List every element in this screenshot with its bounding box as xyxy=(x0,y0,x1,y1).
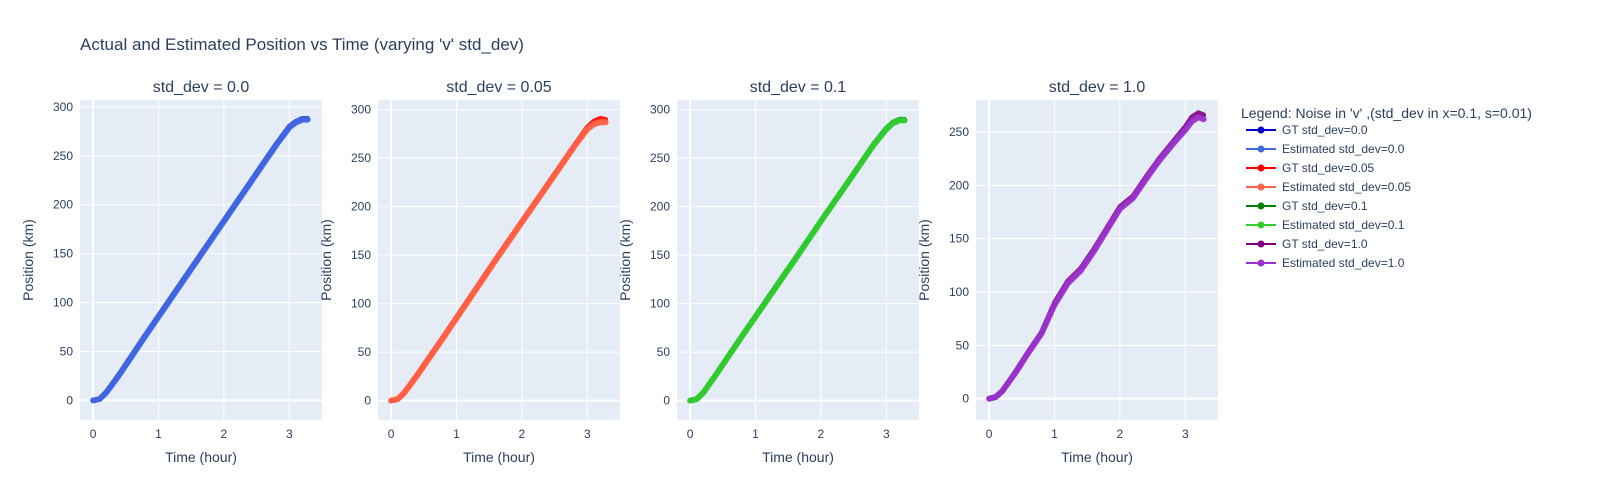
x-axis-label: Time (hour) xyxy=(165,449,237,465)
y-tick-label: 0 xyxy=(962,392,969,406)
legend-label: Estimated std_dev=0.1 xyxy=(1282,218,1405,232)
x-tick-label: 1 xyxy=(752,427,759,441)
y-tick-label: 0 xyxy=(66,393,73,407)
legend-label: GT std_dev=0.05 xyxy=(1282,161,1375,175)
legend-swatch-marker xyxy=(1257,240,1265,248)
x-axis-label: Time (hour) xyxy=(463,449,535,465)
x-tick-label: 2 xyxy=(221,427,228,441)
y-axis-label: Position (km) xyxy=(916,219,932,301)
y-tick-label: 100 xyxy=(949,285,969,299)
x-tick-label: 3 xyxy=(883,427,890,441)
y-tick-label: 250 xyxy=(53,149,73,163)
legend-item[interactable]: Estimated std_dev=1.0 xyxy=(1246,256,1405,270)
y-tick-label: 300 xyxy=(650,103,670,117)
x-tick-label: 1 xyxy=(1051,427,1058,441)
y-tick-label: 250 xyxy=(351,151,371,165)
y-tick-label: 50 xyxy=(657,345,671,359)
y-tick-label: 100 xyxy=(351,297,371,311)
x-tick-label: 1 xyxy=(155,427,162,441)
x-tick-label: 1 xyxy=(453,427,460,441)
x-tick-label: 3 xyxy=(1182,427,1189,441)
legend-swatch-marker xyxy=(1257,183,1265,191)
y-tick-label: 200 xyxy=(949,178,969,192)
subplot-2: 0 50 100 150 200 250 300 0 1 2 3 std_dev = 0.05 Time… xyxy=(318,79,620,465)
legend-swatch-marker xyxy=(1257,145,1265,153)
x-axis-label: Time (hour) xyxy=(762,449,834,465)
legend-label: GT std_dev=1.0 xyxy=(1282,237,1368,251)
y-tick-label: 300 xyxy=(53,100,73,114)
subplot-4: 0 50 100 150 200 250 0 1 2 3 std_dev = 1.0 Time (ho… xyxy=(916,79,1218,465)
y-tick-label: 200 xyxy=(351,200,371,214)
legend-item[interactable]: GT std_dev=1.0 xyxy=(1246,237,1368,251)
x-tick-label: 0 xyxy=(687,427,694,441)
y-tick-label: 250 xyxy=(949,125,969,139)
legend-item[interactable]: Estimated std_dev=0.05 xyxy=(1246,180,1411,194)
y-tick-label: 150 xyxy=(949,232,969,246)
legend-label: Estimated std_dev=0.05 xyxy=(1282,180,1411,194)
y-tick-label: 200 xyxy=(650,200,670,214)
y-tick-label: 0 xyxy=(364,394,371,408)
legend-swatch-marker xyxy=(1257,202,1265,210)
subplot-title: std_dev = 0.05 xyxy=(446,79,552,96)
y-axis-label: Position (km) xyxy=(318,219,334,301)
legend-swatch-marker xyxy=(1257,126,1265,134)
y-tick-label: 300 xyxy=(351,103,371,117)
series-line xyxy=(986,114,1207,402)
subplot-1: 0 50 100 150 200 250 300 0 1 2 3 std_dev = 0.0 Time … xyxy=(20,79,322,465)
legend-items: GT std_dev=0.0 Estimated std_dev=0.0 GT st… xyxy=(1246,123,1411,270)
series-line xyxy=(90,116,311,404)
legend-label: GT std_dev=0.0 xyxy=(1282,123,1368,137)
x-tick-label: 0 xyxy=(986,427,993,441)
x-tick-label: 0 xyxy=(388,427,395,441)
subplot-title: std_dev = 1.0 xyxy=(1049,79,1146,96)
y-tick-label: 50 xyxy=(60,344,74,358)
y-axis-label: Position (km) xyxy=(20,219,36,301)
x-axis-label: Time (hour) xyxy=(1061,449,1133,465)
legend-item[interactable]: GT std_dev=0.05 xyxy=(1246,161,1375,175)
legend-title: Legend: Noise in 'v' ,(std_dev in x=0.1,… xyxy=(1241,105,1532,121)
plot-area xyxy=(80,100,322,420)
x-tick-label: 2 xyxy=(1117,427,1124,441)
y-tick-label: 150 xyxy=(53,247,73,261)
legend-item[interactable]: GT std_dev=0.1 xyxy=(1246,199,1368,213)
y-tick-label: 150 xyxy=(650,248,670,262)
subplot-title: std_dev = 0.0 xyxy=(153,79,250,96)
y-tick-label: 0 xyxy=(663,394,670,408)
y-tick-label: 250 xyxy=(650,151,670,165)
series-line xyxy=(687,117,908,404)
legend-label: Estimated std_dev=0.0 xyxy=(1282,142,1405,156)
x-tick-label: 0 xyxy=(90,427,97,441)
y-tick-label: 50 xyxy=(956,338,970,352)
series-line xyxy=(388,119,609,404)
y-tick-label: 50 xyxy=(358,345,372,359)
legend-item[interactable]: GT std_dev=0.0 xyxy=(1246,123,1368,137)
x-tick-label: 2 xyxy=(519,427,526,441)
x-tick-label: 3 xyxy=(286,427,293,441)
y-tick-label: 100 xyxy=(53,296,73,310)
y-tick-label: 150 xyxy=(351,248,371,262)
subplot-3: 0 50 100 150 200 250 300 0 1 2 3 std_dev = 0.1 Time … xyxy=(617,79,919,465)
legend-swatch-marker xyxy=(1257,221,1265,229)
legend-item[interactable]: Estimated std_dev=0.0 xyxy=(1246,142,1405,156)
y-tick-label: 200 xyxy=(53,198,73,212)
y-tick-label: 100 xyxy=(650,297,670,311)
chart-title: Actual and Estimated Position vs Time (v… xyxy=(80,35,524,54)
legend-swatch-marker xyxy=(1257,259,1265,267)
legend-item[interactable]: Estimated std_dev=0.1 xyxy=(1246,218,1405,232)
subplot-title: std_dev = 0.1 xyxy=(750,79,847,96)
x-tick-label: 3 xyxy=(584,427,591,441)
y-axis-label: Position (km) xyxy=(617,219,633,301)
legend-swatch-marker xyxy=(1257,164,1265,172)
legend-label: GT std_dev=0.1 xyxy=(1282,199,1368,213)
x-tick-label: 2 xyxy=(818,427,825,441)
legend[interactable]: Legend: Noise in 'v' ,(std_dev in x=0.1,… xyxy=(1241,105,1532,270)
legend-label: Estimated std_dev=1.0 xyxy=(1282,256,1405,270)
